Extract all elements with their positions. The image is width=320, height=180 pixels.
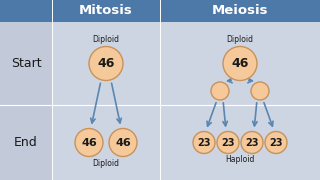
Text: Diploid: Diploid — [92, 35, 119, 44]
Circle shape — [217, 132, 239, 154]
Text: 23: 23 — [197, 138, 211, 147]
Circle shape — [211, 82, 229, 100]
Text: 46: 46 — [115, 138, 131, 147]
Text: 23: 23 — [221, 138, 235, 147]
Circle shape — [193, 132, 215, 154]
Circle shape — [265, 132, 287, 154]
Text: 23: 23 — [245, 138, 259, 147]
Circle shape — [109, 129, 137, 156]
Text: 23: 23 — [269, 138, 283, 147]
Text: Diploid: Diploid — [92, 159, 119, 168]
Circle shape — [89, 46, 123, 80]
Text: 46: 46 — [231, 57, 249, 70]
Text: 46: 46 — [81, 138, 97, 147]
Circle shape — [75, 129, 103, 156]
Text: Diploid: Diploid — [227, 35, 253, 44]
Circle shape — [223, 46, 257, 80]
Text: Haploid: Haploid — [225, 156, 255, 165]
Circle shape — [251, 82, 269, 100]
Text: Mitosis: Mitosis — [79, 4, 133, 17]
Bar — [0, 22, 52, 180]
Text: Meiosis: Meiosis — [212, 4, 268, 17]
Bar — [0, 0, 320, 22]
Circle shape — [241, 132, 263, 154]
Text: End: End — [14, 136, 38, 149]
Text: 46: 46 — [97, 57, 115, 70]
Text: Start: Start — [11, 57, 41, 70]
